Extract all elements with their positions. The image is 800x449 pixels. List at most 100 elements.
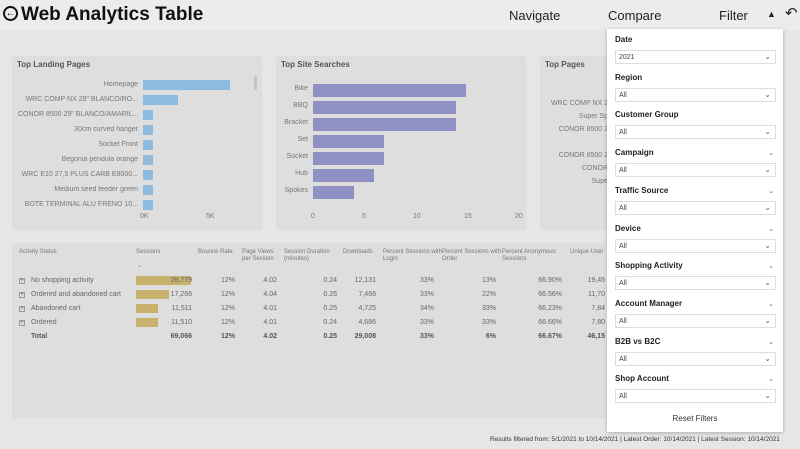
column-header[interactable]: Page Views per Session — [242, 249, 274, 262]
column-header[interactable]: Bounce Rate — [198, 249, 233, 255]
bar[interactable] — [313, 135, 385, 148]
expand-icon[interactable]: + — [19, 306, 25, 312]
filter-dropdown[interactable]: All ⌄ — [615, 276, 776, 291]
filter-dropdown[interactable]: All ⌄ — [615, 87, 776, 102]
table-row[interactable]: + Abandoned cart 11,511 12% 4.01 0.25 4,725 34%… — [12, 302, 605, 316]
top-pages-card: Top Pages WRC COMP NX 2 Super Sp CONOR 850… — [540, 56, 610, 230]
filter-label[interactable]: Device — [615, 223, 641, 233]
bar-label: Begonia pendula orange — [61, 156, 138, 163]
bar[interactable] — [143, 155, 154, 165]
dl-value: 29,008 — [354, 333, 376, 340]
bar-label: CONOR 8500 2 — [558, 152, 608, 159]
filter-dropdown[interactable]: All ⌄ — [615, 163, 776, 178]
sessions-value: 28,779 — [170, 277, 192, 284]
dropdown-value: All — [619, 204, 627, 212]
scrollbar[interactable] — [254, 76, 257, 90]
filter-dropdown[interactable]: All ⌄ — [615, 125, 776, 140]
filter-label[interactable]: Account Manager — [615, 298, 683, 308]
table-row[interactable]: + No shopping activity 28,779 12% 4.02 0.24 12… — [12, 274, 605, 288]
x-tick: 10 — [413, 213, 421, 220]
chevron-down-icon[interactable]: ⌄ — [768, 300, 774, 308]
top-site-searches-card: Top Site Searches Bike BBQ Bracket Set Socke… — [276, 56, 526, 230]
filter-label[interactable]: Customer Group — [615, 110, 679, 120]
bar[interactable] — [143, 200, 154, 210]
filter-dropdown[interactable]: 2021 ⌄ — [615, 50, 776, 64]
bar[interactable] — [143, 110, 154, 120]
login-value: 33% — [419, 277, 434, 284]
top-landing-pages-card: Top Landing Pages Homepage WRC COMP NX 29… — [12, 56, 262, 230]
filter-label[interactable]: Shopping Activity — [615, 261, 683, 271]
compare-button[interactable]: Compare — [608, 8, 662, 23]
filter-label[interactable]: Traffic Source — [615, 185, 669, 195]
bar[interactable] — [143, 170, 154, 180]
bar[interactable] — [143, 95, 178, 105]
bar[interactable] — [313, 84, 466, 97]
bar[interactable] — [313, 152, 385, 165]
activity-status: Ordered — [31, 319, 57, 326]
column-header[interactable]: Sessions — [136, 249, 161, 255]
bar[interactable] — [143, 185, 154, 195]
expand-icon[interactable]: + — [19, 292, 25, 298]
filter-label[interactable]: Shop Account — [615, 374, 669, 384]
bar[interactable] — [143, 125, 154, 135]
card-title: Top Pages — [545, 60, 585, 69]
expand-icon[interactable]: + — [19, 320, 25, 326]
bar-label: 30cm curved hanger — [74, 126, 138, 133]
table-total-row[interactable]: Total 69,066 12% 4.02 0.25 29,008 33% 6% 66.67% 4… — [12, 330, 605, 344]
filter-label[interactable]: B2B vs B2C — [615, 336, 661, 346]
collapse-triangle-icon[interactable]: ▲ — [767, 9, 776, 19]
bar[interactable] — [313, 169, 375, 182]
dl-value: 7,466 — [358, 291, 376, 298]
x-tick: 20 — [515, 213, 523, 220]
undo-icon[interactable]: ↶ — [785, 5, 798, 22]
dur-value: 0.25 — [323, 333, 337, 340]
uu-value: 11,70 — [588, 291, 605, 298]
filter-dropdown[interactable]: All ⌄ — [615, 389, 776, 404]
chevron-down-icon: ⌄ — [764, 202, 771, 212]
column-header[interactable]: Activity Status — [19, 249, 57, 255]
reset-filters-button[interactable]: Reset Filters — [672, 414, 718, 423]
column-header[interactable]: Unique User — [570, 249, 604, 255]
chevron-down-icon[interactable]: ⌄ — [768, 150, 774, 158]
column-header[interactable]: Percent Anonymous Sessions — [502, 249, 556, 262]
sessions-bar — [136, 276, 191, 285]
dl-value: 4,725 — [358, 305, 376, 312]
filter-label[interactable]: Campaign — [615, 148, 654, 158]
column-header[interactable]: Downloads — [343, 249, 373, 255]
table-row[interactable]: + Ordered 11,510 12% 4.01 0.24 4,686 33% 33% 66.6… — [12, 316, 605, 330]
back-arrow-icon[interactable]: ← — [3, 6, 18, 21]
chevron-down-icon: ⌄ — [764, 89, 771, 99]
filter-label[interactable]: Region — [615, 72, 643, 82]
bar[interactable] — [313, 186, 354, 199]
sessions-value: 11,510 — [171, 319, 192, 326]
bar[interactable] — [143, 80, 230, 90]
chevron-down-icon[interactable]: ⌄ — [768, 263, 774, 271]
bar[interactable] — [143, 140, 154, 150]
bar[interactable] — [313, 101, 456, 114]
uu-value: 19,45 — [587, 277, 605, 284]
column-header[interactable]: Percent Sessions with Login — [383, 249, 443, 262]
filter-dropdown[interactable]: All ⌄ — [615, 313, 776, 328]
column-header[interactable]: Session Duration (minutes) — [284, 249, 330, 262]
filter-dropdown[interactable]: All ⌄ — [615, 351, 776, 366]
filter-dropdown[interactable]: All ⌄ — [615, 238, 776, 253]
chevron-down-icon[interactable]: ⌄ — [768, 376, 774, 384]
filter-label[interactable]: Date — [615, 35, 633, 44]
sort-down-icon[interactable]: ⌄ — [137, 263, 143, 269]
bar-label: BOTE TERMINAL ALU FRENO 10... — [24, 201, 138, 208]
filter-dropdown[interactable]: All ⌄ — [615, 200, 776, 215]
chevron-down-icon[interactable]: ⌄ — [768, 187, 774, 195]
expand-icon[interactable]: + — [19, 278, 25, 284]
bar[interactable] — [313, 118, 456, 131]
bar-label: Socket — [286, 153, 308, 160]
navigate-button[interactable]: Navigate — [509, 8, 561, 23]
login-value: 34% — [419, 305, 434, 312]
chevron-down-icon[interactable]: ⌄ — [768, 225, 774, 233]
dropdown-value: All — [619, 393, 627, 401]
filter-button[interactable]: Filter — [719, 8, 748, 23]
chevron-down-icon: ⌄ — [764, 165, 771, 175]
column-header[interactable]: Percent Sessions with Order — [442, 249, 502, 262]
chevron-down-icon[interactable]: ⌄ — [768, 338, 774, 346]
table-row[interactable]: + Ordered and abandoned cart 17,266 12% 4.04… — [12, 288, 605, 302]
dropdown-value: All — [619, 91, 627, 99]
